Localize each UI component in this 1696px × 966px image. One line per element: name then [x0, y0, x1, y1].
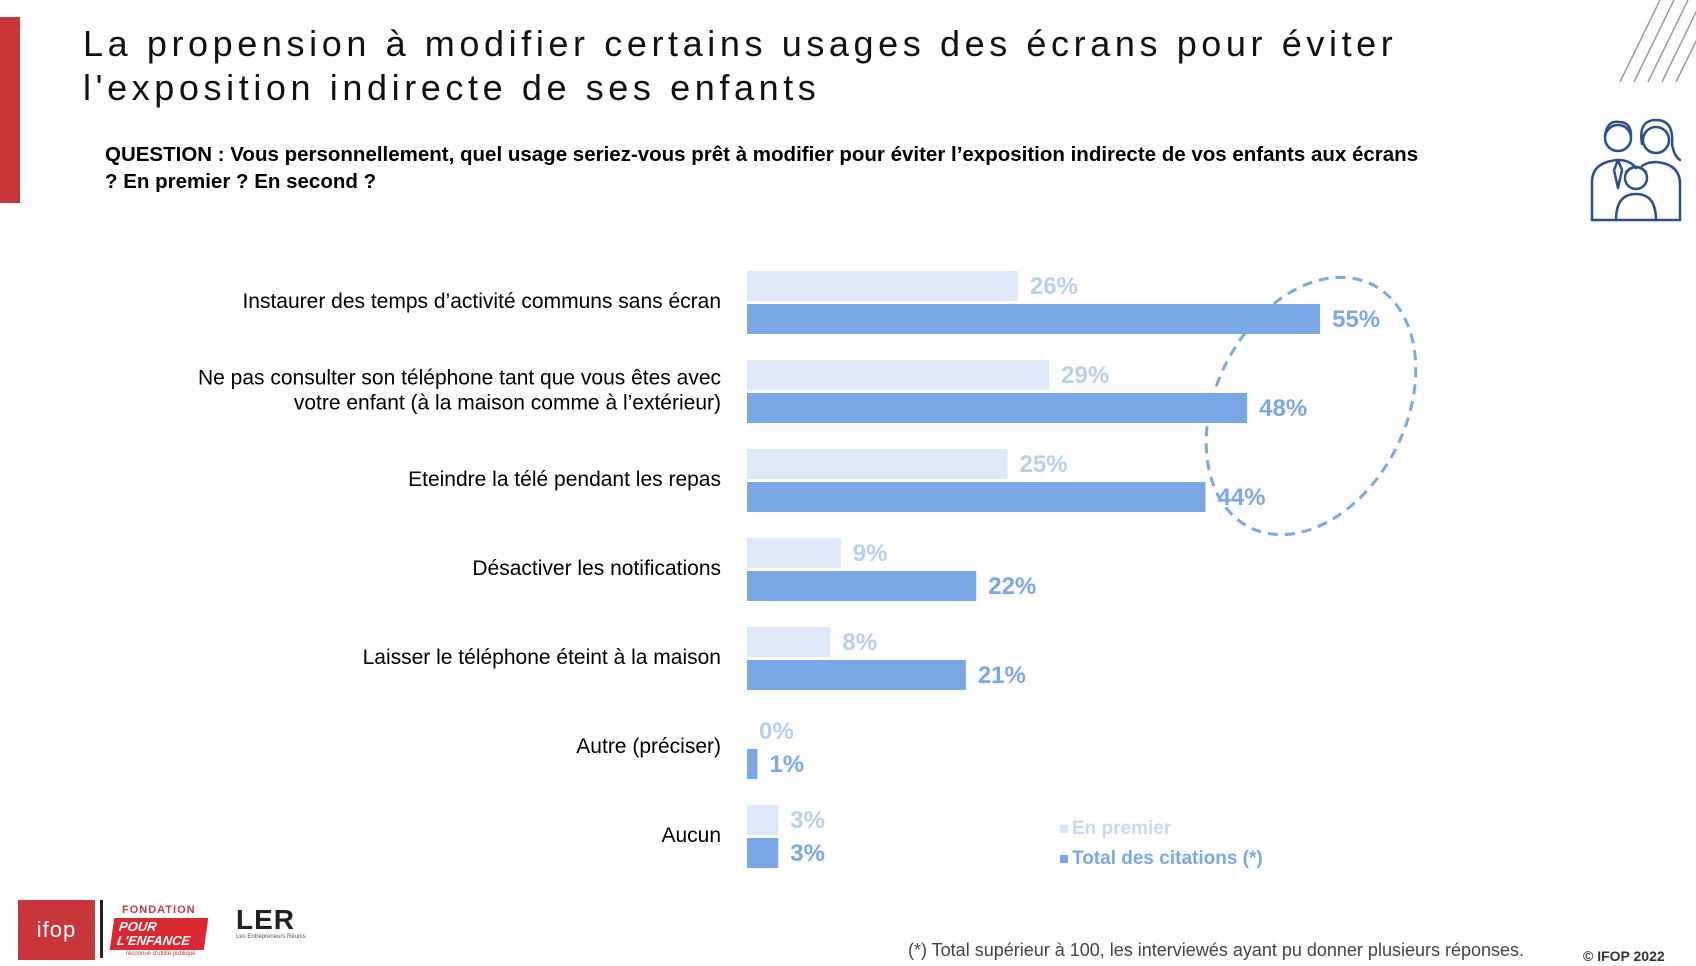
fondation-logo-box: POUR L'ENFANCE [109, 918, 209, 950]
value-label-total-citations: 44% [1217, 484, 1265, 511]
bar-total-citations [747, 660, 966, 690]
page-title: La propension à modifier certains usages… [83, 22, 1503, 110]
bar-total-citations [747, 749, 758, 779]
category-label: Eteindre la télé pendant les repas [408, 468, 721, 491]
value-label-total-citations: 55% [1332, 306, 1380, 333]
legend-item-first: En premier [1060, 814, 1263, 844]
question-line-1: QUESTION : Vous personnellement, quel us… [105, 143, 1419, 166]
category-label: Laisser le téléphone éteint à la maison [363, 646, 721, 669]
fondation-logo: FONDATION POUR L'ENFANCE reconnue d'util… [109, 904, 212, 960]
value-label-total-citations: 3% [790, 840, 825, 867]
legend-label-first: En premier [1072, 818, 1172, 839]
category-label: Aucun [661, 824, 721, 847]
ifop-logo: ifop [18, 900, 95, 960]
fondation-logo-line-1: POUR [118, 919, 158, 934]
category-label: Ne pas consulter son téléphone tant que … [198, 367, 721, 390]
fondation-logo-top: FONDATION [122, 904, 196, 916]
bar-en-premier [747, 627, 831, 657]
bar-total-citations [747, 393, 1248, 423]
ler-logo: LER Les Entrepreneurs Réunis [236, 904, 316, 941]
category-label: votre enfant (à la maison comme à l’exté… [294, 392, 721, 415]
value-label-en-premier: 29% [1061, 362, 1109, 389]
bar-en-premier [747, 538, 841, 568]
legend: En premier Total des citations (*) [1060, 814, 1263, 874]
bar-en-premier [747, 805, 779, 835]
footnote: (*) Total supérieur à 100, les interview… [908, 940, 1525, 960]
bar-total-citations [747, 304, 1321, 334]
value-label-total-citations: 1% [769, 751, 804, 778]
ifop-logo-text: ifop [36, 917, 77, 942]
bar-en-premier [747, 360, 1050, 390]
value-label-en-premier: 9% [853, 540, 888, 567]
category-label: Instaurer des temps d’activité communs s… [242, 290, 721, 313]
fondation-logo-line-2: L'ENFANCE [116, 933, 192, 948]
ler-logo-mark: LER [236, 904, 295, 935]
title-line-2: l'exposition indirecte de ses enfants [83, 67, 821, 108]
ler-logo-sub: Les Entrepreneurs Réunis [236, 934, 306, 940]
value-label-en-premier: 8% [842, 629, 877, 656]
fondation-logo-sub: reconnue d'utilité publique [126, 951, 196, 957]
value-label-en-premier: 3% [790, 807, 825, 834]
bar-en-premier [747, 271, 1018, 301]
bar-total-citations [747, 571, 977, 601]
family-icon [1590, 118, 1682, 222]
category-label: Désactiver les notifications [472, 557, 721, 580]
value-label-total-citations: 48% [1259, 395, 1307, 422]
bar-en-premier [747, 449, 1008, 479]
accent-bar [0, 17, 20, 203]
legend-item-total: Total des citations (*) [1060, 844, 1263, 874]
copyright: © IFOP 2022 [1583, 948, 1665, 964]
bar-total-citations [747, 482, 1206, 512]
value-label-en-premier: 26% [1030, 273, 1078, 300]
title-line-1: La propension à modifier certains usages… [83, 23, 1398, 64]
category-label: Autre (préciser) [576, 735, 721, 758]
question-line-2: ? En premier ? En second ? [105, 170, 377, 193]
legend-label-total: Total des citations (*) [1072, 848, 1263, 869]
question-text: QUESTION : Vous personnellement, quel us… [105, 141, 1545, 195]
value-label-en-premier: 25% [1020, 451, 1068, 478]
legend-swatch-total [1060, 855, 1068, 863]
diagonal-lines-icon [1619, 0, 1696, 82]
value-label-en-premier: 0% [759, 718, 794, 745]
logo-divider [100, 900, 103, 958]
value-label-total-citations: 21% [978, 662, 1026, 689]
value-label-total-citations: 22% [988, 573, 1036, 600]
highlight-ellipse [1204, 275, 1418, 537]
bar-total-citations [747, 838, 779, 868]
legend-swatch-first [1060, 825, 1068, 833]
